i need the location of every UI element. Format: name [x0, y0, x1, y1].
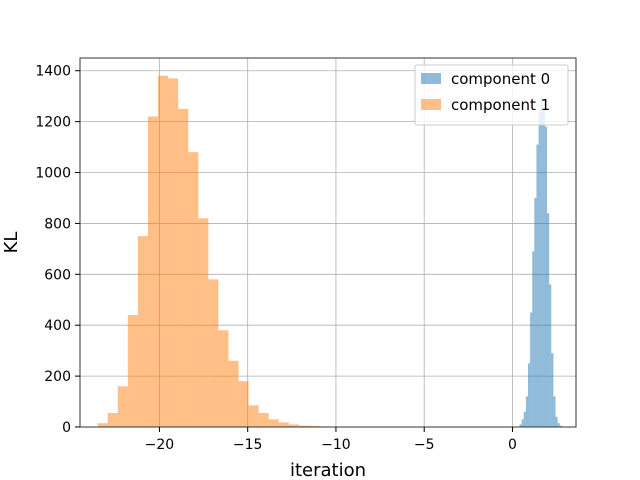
bar-series-1	[147, 116, 159, 427]
x-tick-label: 0	[508, 437, 517, 453]
bar-series-1	[168, 78, 179, 428]
bar-series-1	[178, 108, 189, 428]
bar-series-0	[557, 423, 560, 427]
bar-series-0	[549, 284, 552, 427]
bar-series-0	[538, 111, 541, 427]
y-axis-label: KL	[1, 232, 22, 254]
bar-series-1	[188, 152, 199, 427]
bar-series-0	[559, 425, 562, 427]
bar-series-1	[198, 218, 209, 427]
bar-series-1	[308, 425, 319, 427]
series-component-0-bars	[519, 96, 562, 428]
bar-series-0	[555, 416, 558, 427]
legend: component 0 component 1	[414, 64, 569, 126]
bar-series-0	[523, 411, 526, 427]
y-tick-label: 0	[62, 420, 71, 436]
x-axis-ticks: −20 −15 −10 −5 0	[145, 427, 517, 453]
y-tick-label: 400	[44, 318, 71, 334]
bar-series-1	[268, 419, 279, 427]
bar-series-0	[551, 353, 554, 427]
legend-swatch-component-0	[421, 73, 441, 84]
bar-series-1	[228, 360, 239, 427]
bar-series-1	[127, 315, 138, 427]
bar-series-0	[530, 312, 533, 427]
bar-series-0	[525, 396, 528, 427]
bar-series-1	[97, 423, 108, 427]
y-tick-label: 1000	[35, 166, 71, 182]
bar-series-0	[553, 396, 556, 427]
y-axis-ticks: 0 200 400 600 800 1000 1200 1400	[35, 64, 80, 436]
y-tick-label: 1200	[35, 115, 71, 131]
x-tick-label: −20	[145, 437, 175, 453]
bar-series-1	[238, 381, 249, 427]
bar-series-1	[218, 330, 229, 427]
bar-series-0	[547, 213, 550, 427]
x-tick-label: −15	[233, 437, 263, 453]
bar-series-1	[248, 405, 259, 427]
legend-swatch-component-1	[421, 99, 441, 110]
bar-series-0	[536, 144, 539, 427]
bar-series-1	[278, 422, 289, 427]
bar-series-1	[288, 424, 299, 427]
x-tick-label: −10	[321, 437, 351, 453]
bar-series-0	[544, 126, 548, 428]
bar-series-0	[532, 251, 535, 427]
y-tick-label: 200	[44, 369, 71, 385]
bar-series-0	[521, 419, 524, 427]
bar-series-0	[534, 197, 537, 427]
legend-box	[414, 64, 569, 126]
bar-series-1	[107, 413, 118, 427]
bar-series-1	[258, 413, 269, 427]
y-tick-label: 1400	[35, 64, 71, 80]
bar-series-0	[540, 96, 543, 427]
bar-series-0	[527, 363, 531, 427]
y-tick-label: 600	[44, 267, 71, 283]
bar-series-0	[542, 108, 545, 428]
y-tick-label: 800	[44, 216, 71, 232]
x-tick-label: −5	[414, 437, 435, 453]
series-component-1-bars	[97, 75, 420, 428]
plot-frame	[79, 57, 577, 428]
legend-label-component-0: component 0	[451, 70, 550, 88]
legend-label-component-1: component 1	[451, 96, 550, 114]
bar-series-1	[298, 425, 309, 427]
bar-series-1	[137, 236, 148, 427]
x-axis-label: iteration	[290, 460, 366, 480]
bar-series-1	[158, 75, 169, 428]
bar-series-1	[117, 386, 128, 427]
bar-series-0	[519, 424, 522, 427]
bar-series-1	[208, 279, 219, 427]
